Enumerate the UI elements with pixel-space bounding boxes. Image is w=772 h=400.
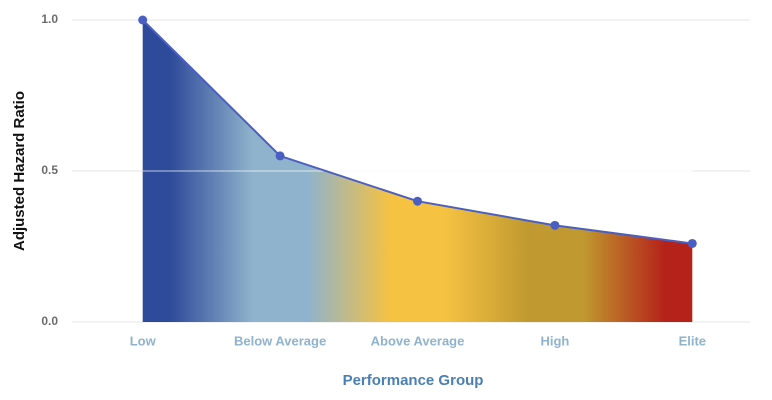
x-tick-label: Low [130, 333, 157, 348]
point [687, 238, 697, 248]
y-tick-label: 0.5 [41, 163, 58, 177]
point [550, 220, 560, 230]
x-tick-label: Below Average [234, 333, 326, 348]
area [142, 20, 693, 322]
y-tick-label: 1.0 [41, 12, 58, 26]
point [413, 196, 422, 206]
y-axis-title: Adjusted Hazard Ratio [11, 91, 28, 251]
x-axis-title: Performance Group [343, 372, 484, 389]
x-tick-label: High [540, 333, 569, 348]
point [275, 151, 285, 161]
x-tick-label: Elite [679, 333, 706, 348]
y-tick-label: 0.0 [41, 314, 58, 328]
point [138, 15, 148, 25]
x-tick-label: Above Average [371, 333, 465, 348]
